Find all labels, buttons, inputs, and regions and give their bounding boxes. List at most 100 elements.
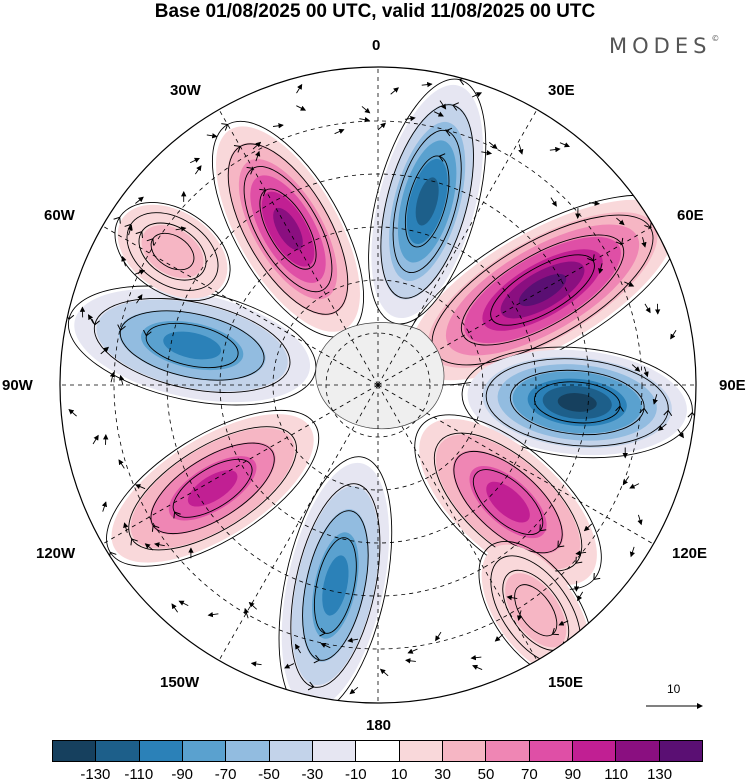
wind-vector xyxy=(559,142,570,148)
meridian xyxy=(377,384,538,661)
colorbar-swatch xyxy=(269,741,313,761)
modes-logo: MODES© xyxy=(609,34,719,58)
wind-vector xyxy=(550,197,557,207)
wind-vector xyxy=(175,226,187,232)
wind-vector xyxy=(405,658,416,664)
colorbar-swatch xyxy=(356,741,400,761)
latitude-circle xyxy=(325,332,431,438)
wind-vector xyxy=(488,141,498,150)
label-180: 180 xyxy=(366,717,392,734)
colorbar-swatch xyxy=(486,741,530,761)
negative-cell-10e xyxy=(368,76,487,325)
wind-vector xyxy=(518,144,524,155)
wind-vector xyxy=(558,620,569,626)
wind-vector xyxy=(641,237,647,248)
wind-vector xyxy=(637,514,643,526)
meridian xyxy=(218,384,379,661)
label-0: 0 xyxy=(372,37,381,54)
colorbar-label: 30 xyxy=(434,766,451,783)
wind-vector xyxy=(118,459,125,469)
contour-band xyxy=(415,177,439,226)
wind-vector xyxy=(407,648,418,654)
wind-vector xyxy=(670,330,677,340)
flow-arrow xyxy=(117,324,126,332)
wind-vector xyxy=(616,217,625,226)
wind-vector xyxy=(361,106,371,114)
flow-arrow xyxy=(319,627,327,637)
contour-band xyxy=(518,273,567,307)
wind-vector xyxy=(127,224,133,236)
wind-vector xyxy=(87,314,94,324)
wind-vector xyxy=(320,642,331,649)
wind-vector xyxy=(390,87,399,95)
wind-vector xyxy=(421,81,433,88)
colorbar-swatch xyxy=(572,741,617,761)
wind-vector xyxy=(583,523,593,532)
wind-vector xyxy=(272,123,284,129)
wind-vector xyxy=(123,522,129,533)
positive-cell-60e xyxy=(402,194,683,386)
wind-vector xyxy=(629,483,640,489)
wind-vector xyxy=(296,83,303,94)
meridian xyxy=(377,225,654,386)
weak-positive-40w xyxy=(113,201,231,302)
wind-vector xyxy=(178,600,189,607)
wind-vector xyxy=(207,611,219,618)
colorbar-swatch xyxy=(96,741,140,761)
contour-band xyxy=(505,573,567,648)
flow-arrow xyxy=(313,654,321,664)
wind-vector xyxy=(284,663,295,669)
colorbar-swatch xyxy=(659,741,702,761)
wind-vector xyxy=(549,146,561,153)
flow-arrow xyxy=(91,318,100,326)
wind-vector xyxy=(250,661,262,667)
wind-vector xyxy=(349,686,359,695)
colorbar-swatch xyxy=(182,741,227,761)
label-30w: 30W xyxy=(170,82,201,99)
wind-vector xyxy=(494,634,504,642)
wind-vector xyxy=(472,664,483,670)
wind-vector xyxy=(377,122,386,131)
contour-band xyxy=(163,331,222,360)
flow-arrow xyxy=(221,123,229,131)
wind-vector xyxy=(296,105,307,111)
wind-vector xyxy=(252,141,262,150)
brand-mark: © xyxy=(711,34,720,43)
colorbar-swatch xyxy=(616,741,660,761)
streamlines xyxy=(68,81,684,695)
colorbar-label: 50 xyxy=(477,766,495,783)
negative-cell-90e xyxy=(461,346,696,459)
label-90w: 90W xyxy=(2,377,33,394)
colorbar-label: 70 xyxy=(521,766,538,783)
flow-arrow xyxy=(130,538,138,546)
colorbar-swatch xyxy=(312,741,357,761)
wind-vector xyxy=(517,610,523,621)
label-150w: 150W xyxy=(160,674,200,691)
positive-cell-130w xyxy=(106,409,320,567)
wind-vector xyxy=(575,550,587,556)
meridian xyxy=(102,384,379,545)
flow-arrow xyxy=(307,681,315,691)
wind-vector xyxy=(189,157,200,164)
chart-title: Base 01/08/2025 00 UTC, valid 11/08/2025… xyxy=(154,1,596,22)
wind-vector xyxy=(100,346,110,355)
flow-arrow xyxy=(557,540,565,548)
label-30e: 30E xyxy=(548,82,575,99)
wind-vector xyxy=(404,115,416,122)
latitude-circle xyxy=(166,173,590,597)
wind-vector xyxy=(624,281,635,287)
colorbar-label: 110 xyxy=(604,766,629,783)
colorbar-swatch xyxy=(442,741,487,761)
contour-band xyxy=(486,481,530,523)
wind-vector xyxy=(295,643,302,654)
wind-vector xyxy=(359,116,371,123)
contour-band xyxy=(322,555,349,616)
wind-vector xyxy=(347,637,359,643)
map-border xyxy=(59,66,697,704)
flow-arrow xyxy=(113,216,121,224)
wind-vector xyxy=(255,150,261,162)
flow-arrow xyxy=(438,153,446,162)
colorbar-label: -30 xyxy=(301,766,324,783)
flow-arrow xyxy=(551,627,559,636)
